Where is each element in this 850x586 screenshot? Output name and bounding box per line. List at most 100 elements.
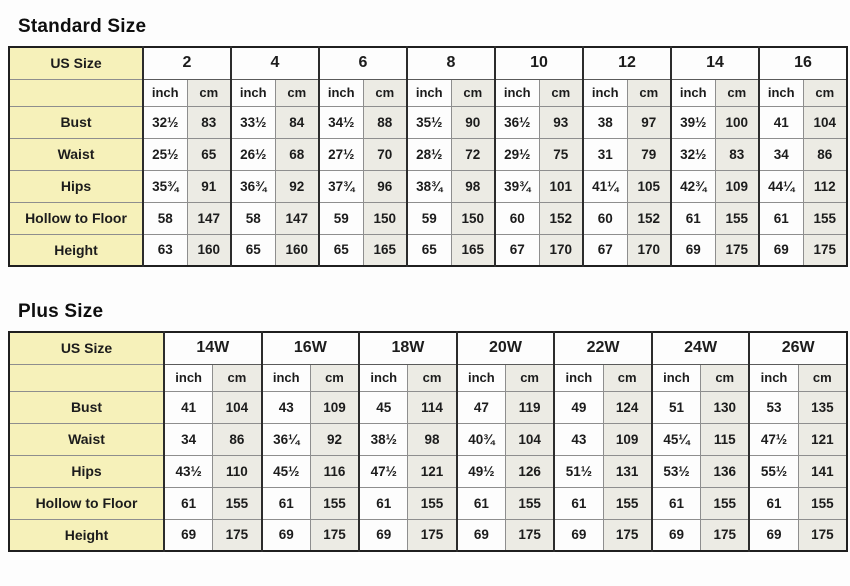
unit-header-cell: inch [582,78,627,106]
value-cell: 42¾ [670,169,715,202]
measurement-row: Height 63 160 65 160 65 165 65 165 67 170 67 170 69 17… [9,233,847,266]
unit-header-cell: cm [407,363,457,391]
row-label-cell: Bust [9,105,144,138]
measurement-row: Hollow to Floor 61 155 61 155 61 155 61 155 61 155… [9,486,847,519]
unit-header-cell: inch [455,363,506,391]
unit-header-cell: cm [274,78,319,106]
value-cell: 49 [553,390,604,423]
value-cell: 61 [260,486,311,519]
value-cell: 175 [407,518,457,551]
unit-header-cell: inch [318,78,363,106]
value-cell: 98 [450,169,495,202]
value-cell: 35¾ [142,169,187,202]
value-cell: 75 [538,137,583,170]
value-cell: 45½ [260,454,311,487]
value-cell: 79 [626,137,671,170]
value-cell: 100 [714,105,759,138]
unit-header-cell: inch [230,78,275,106]
value-cell: 152 [538,201,583,234]
value-cell: 121 [797,422,847,455]
unit-header-cell: cm [626,78,671,106]
value-cell: 55½ [748,454,799,487]
value-cell: 175 [700,518,750,551]
size-header-cell: 4 [230,46,319,80]
value-cell: 114 [407,390,457,423]
value-cell: 29½ [494,137,539,170]
value-cell: 51 [650,390,701,423]
value-cell: 124 [602,390,652,423]
value-cell: 69 [455,518,506,551]
value-cell: 92 [309,422,360,455]
value-cell: 37¾ [318,169,363,202]
value-cell: 170 [626,233,671,266]
value-cell: 88 [362,105,407,138]
measurement-row: Waist 25½ 65 26½ 68 27½ 70 28½ 72 29½ 75 31 79 32½ 83 3… [9,137,847,170]
value-cell: 69 [758,233,803,266]
measurement-row: Hips 35¾ 91 36¾ 92 37¾ 96 38¾ 98 39¾ 101 41¼ 105 42¾ 1… [9,169,847,202]
size-header-cell: 14W [163,331,262,365]
value-cell: 38 [582,105,627,138]
size-header-cell: 2 [142,46,231,80]
value-cell: 109 [714,169,759,202]
unit-header-cell: inch [758,78,803,106]
value-cell: 112 [802,169,847,202]
corner-empty-cell [9,78,144,106]
value-cell: 61 [553,486,604,519]
value-cell: 41 [758,105,803,138]
unit-header-cell: cm [538,78,583,106]
value-cell: 160 [274,233,319,266]
value-cell: 109 [309,390,360,423]
size-header-row: US Size 14W 16W 18W 20W 22W 24W 26W [9,331,847,365]
value-cell: 155 [797,486,847,519]
value-cell: 61 [455,486,506,519]
value-cell: 155 [714,201,759,234]
size-header-cell: 16 [758,46,847,80]
value-cell: 175 [797,518,847,551]
unit-header-row: inch cm inch cm inch cm inch cm inch cm inch cm inch… [9,363,847,391]
value-cell: 160 [186,233,231,266]
value-cell: 61 [748,486,799,519]
value-cell: 91 [186,169,231,202]
value-cell: 69 [260,518,311,551]
value-cell: 28½ [406,137,451,170]
value-cell: 175 [602,518,652,551]
value-cell: 131 [602,454,652,487]
size-header-cell: 26W [748,331,847,365]
measurement-row: Hips 43½ 110 45½ 116 47½ 121 49½ 126 51½ 131 53½ 136… [9,454,847,487]
value-cell: 92 [274,169,319,202]
value-cell: 25½ [142,137,187,170]
value-cell: 155 [602,486,652,519]
value-cell: 97 [626,105,671,138]
value-cell: 175 [504,518,555,551]
value-cell: 61 [650,486,701,519]
value-cell: 59 [406,201,451,234]
value-cell: 155 [504,486,555,519]
value-cell: 60 [494,201,539,234]
unit-header-cell: inch [670,78,715,106]
value-cell: 65 [186,137,231,170]
value-cell: 175 [212,518,262,551]
value-cell: 152 [626,201,671,234]
value-cell: 90 [450,105,495,138]
value-cell: 175 [802,233,847,266]
value-cell: 61 [758,201,803,234]
value-cell: 119 [504,390,555,423]
value-cell: 155 [802,201,847,234]
value-cell: 34½ [318,105,363,138]
value-cell: 38½ [358,422,408,455]
standard-size-table: US Size 2 4 6 8 10 12 14 16 inch cm inch cm inch cm inc… [8,46,848,267]
value-cell: 53 [748,390,799,423]
unit-header-cell: inch [406,78,451,106]
measurement-row: Bust 32½ 83 33½ 84 34½ 88 35½ 90 36½ 93 38 97 39½ 100 4… [9,105,847,138]
value-cell: 61 [163,486,213,519]
value-cell: 39¾ [494,169,539,202]
value-cell: 65 [230,233,275,266]
standard-size-title: Standard Size [18,16,147,37]
value-cell: 45 [358,390,408,423]
size-header-cell: 12 [582,46,671,80]
row-label-cell: Hips [9,454,165,487]
value-cell: 170 [538,233,583,266]
size-header-cell: 22W [553,331,652,365]
value-cell: 101 [538,169,583,202]
